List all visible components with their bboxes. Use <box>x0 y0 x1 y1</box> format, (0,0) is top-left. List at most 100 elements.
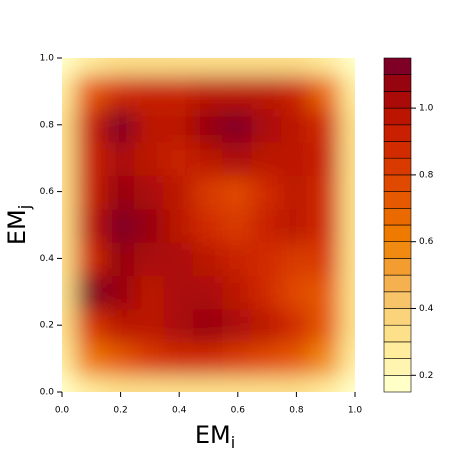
contour-cell <box>339 140 355 176</box>
contour-cell <box>310 207 342 243</box>
y-tick-label: 0.0 <box>40 388 55 398</box>
colorbar-band <box>383 291 412 309</box>
contour-cell <box>339 340 355 377</box>
contour-cell <box>339 73 355 110</box>
contour-cell <box>75 274 107 310</box>
contour-cell <box>104 58 137 76</box>
colorbar-band <box>383 124 412 142</box>
contour-cell <box>251 307 283 343</box>
colorbar-band <box>383 241 412 259</box>
colorbar-band <box>383 258 412 276</box>
x-tick-label: 0.8 <box>289 406 304 416</box>
contour-cell <box>280 340 313 377</box>
contour-cell <box>280 240 313 277</box>
x-tick-label: 0.0 <box>55 406 70 416</box>
contour-cell <box>62 340 78 377</box>
contour-cell <box>134 173 166 210</box>
contour-cell <box>104 107 137 143</box>
contour-cell <box>222 73 254 110</box>
contour-cell <box>104 274 137 310</box>
colorbar-band <box>383 274 412 293</box>
contour-cell <box>192 240 225 277</box>
y-tick-label: 0.4 <box>40 254 55 264</box>
colorbar-tick-label: 0.6 <box>419 237 434 247</box>
colorbar-band <box>383 324 412 343</box>
contour-cell <box>134 107 166 143</box>
y-tick-label: 0.6 <box>40 187 55 197</box>
colorbar-band <box>383 74 412 92</box>
contour-cell <box>62 107 78 143</box>
contour-cell <box>62 140 78 176</box>
colorbar-tick-label: 0.8 <box>419 170 434 180</box>
contour-cell <box>163 274 195 310</box>
colorbar-band <box>383 91 412 109</box>
colorbar-tick-label: 1.0 <box>419 104 434 114</box>
contour-cell <box>339 274 355 310</box>
contour-cell <box>310 307 342 343</box>
contour-cell <box>310 58 342 76</box>
contour-cell <box>339 173 355 210</box>
contour-cell <box>163 58 195 76</box>
x-tick-label: 1.0 <box>348 406 363 416</box>
contour-cell <box>280 173 313 210</box>
contour-cell <box>75 207 107 243</box>
contour-cell <box>62 207 78 243</box>
contour-cell <box>280 207 313 243</box>
contour-cell <box>192 73 225 110</box>
contour-cell <box>192 307 225 343</box>
contour-cell <box>251 73 283 110</box>
contour-cell <box>222 307 254 343</box>
contour-cell <box>104 240 137 277</box>
contour-cell <box>62 274 78 310</box>
contour-cell <box>192 340 225 377</box>
contour-cell <box>222 340 254 377</box>
contour-cell <box>222 140 254 176</box>
contour-cell <box>134 58 166 76</box>
contour-cell <box>222 107 254 143</box>
colorbar-band <box>383 57 412 76</box>
contour-cell <box>163 107 195 143</box>
contour-cell <box>339 207 355 243</box>
contour-cell <box>75 73 107 110</box>
contour-cell <box>222 240 254 277</box>
contour-cell <box>222 207 254 243</box>
y-label-main: EM <box>3 209 31 245</box>
contour-cell <box>251 107 283 143</box>
y-label-sub: j <box>15 205 34 210</box>
contour-cell <box>280 274 313 310</box>
colorbar-band <box>383 358 412 376</box>
x-tick-label: 0.2 <box>113 406 127 416</box>
contour-cell <box>251 58 283 76</box>
contour-cell <box>339 240 355 277</box>
contour-cell <box>62 240 78 277</box>
y-tick-label: 0.2 <box>40 321 54 331</box>
contour-cell <box>62 374 78 392</box>
contour-cell <box>163 73 195 110</box>
contour-cell <box>134 207 166 243</box>
contour-cell <box>75 374 107 392</box>
contour-cell <box>251 374 283 392</box>
contour-cell <box>163 240 195 277</box>
contour-cell <box>104 374 137 392</box>
contour-cell <box>310 274 342 310</box>
contour-cell <box>75 240 107 277</box>
y-axis-label: EMj <box>3 205 34 245</box>
contour-cell <box>280 140 313 176</box>
colorbar <box>383 57 412 393</box>
colorbar-band <box>383 141 412 159</box>
contour-cell <box>75 340 107 377</box>
contour-cell <box>251 340 283 377</box>
contour-cell <box>163 173 195 210</box>
contour-cell <box>280 307 313 343</box>
contour-cell <box>280 107 313 143</box>
contour-cell <box>163 374 195 392</box>
contour-cells <box>62 58 355 392</box>
colorbar-band <box>383 308 412 326</box>
contour-cell <box>222 58 254 76</box>
contour-cell <box>280 374 313 392</box>
contour-cell <box>163 307 195 343</box>
contour-cell <box>75 58 107 76</box>
contour-cell <box>222 374 254 392</box>
contour-cell <box>104 140 137 176</box>
